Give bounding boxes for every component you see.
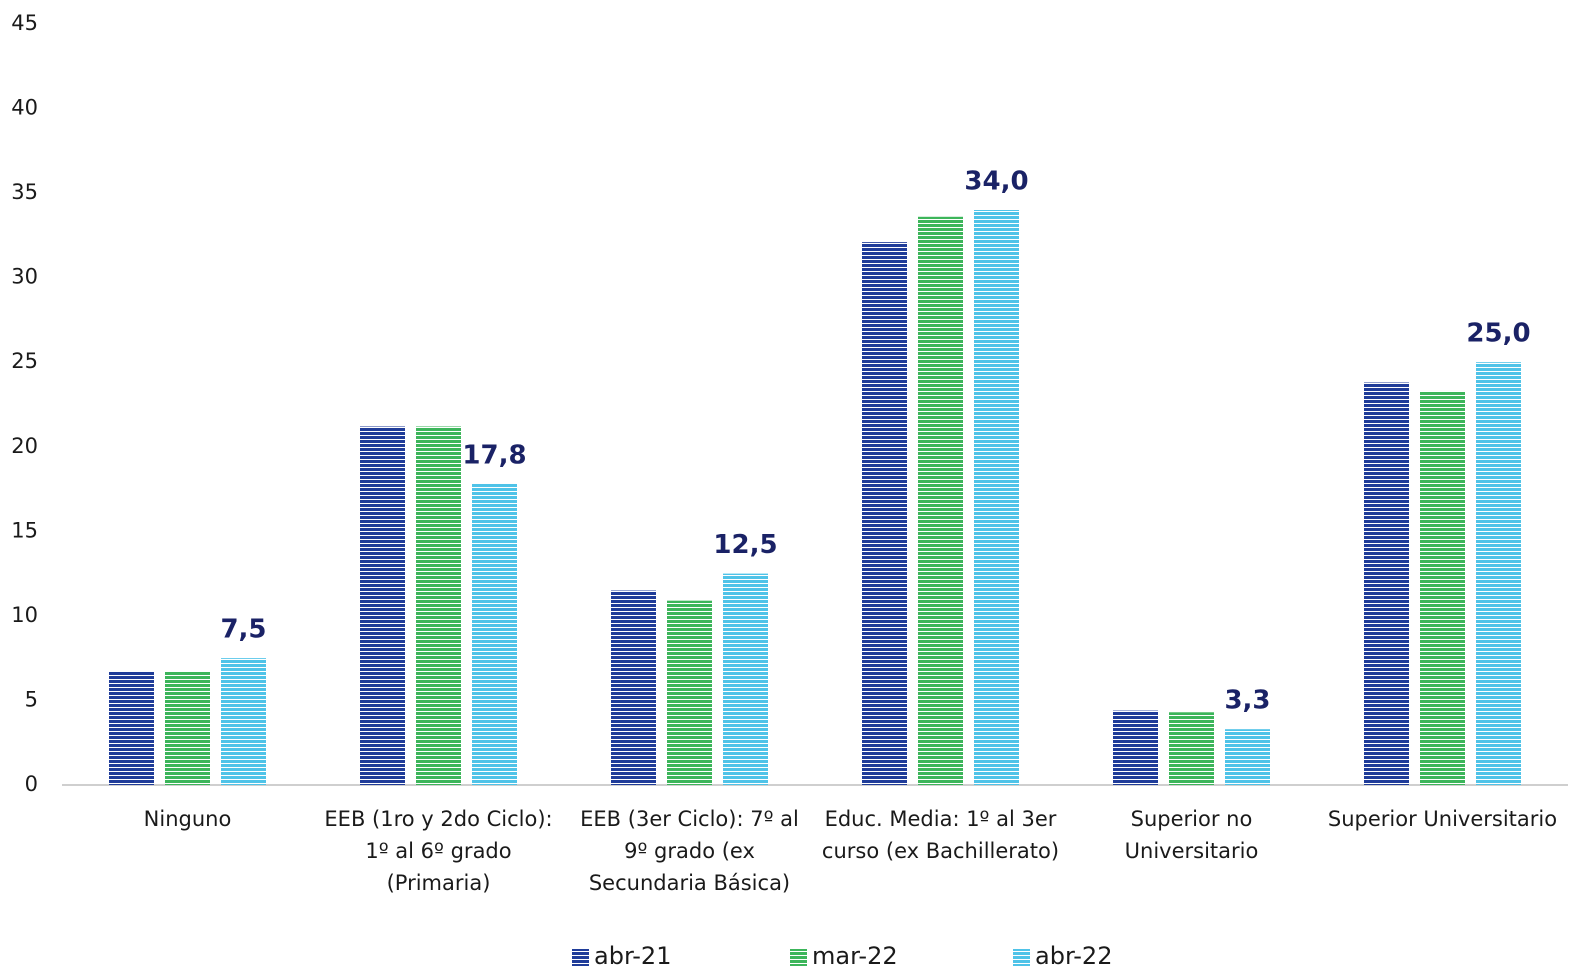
x-tick-label: Superior no Universitario [1124, 807, 1259, 863]
value-label: 34,0 [964, 167, 1028, 197]
bar [1364, 382, 1409, 785]
x-tick-label: EEB (3er Ciclo): 7º al 9º grado (ex Secu… [580, 807, 799, 895]
bar [723, 573, 768, 785]
value-label: 25,0 [1466, 319, 1530, 349]
y-tick-label: 30 [11, 265, 38, 289]
x-tick-label: Educ. Media: 1º al 3er curso (ex Bachill… [821, 807, 1060, 863]
legend-swatch [572, 949, 589, 966]
bar [360, 426, 405, 785]
bar [862, 242, 907, 786]
x-tick-label: Ninguno [143, 807, 232, 831]
legend-label: mar-22 [812, 942, 898, 970]
x-tick-label: EEB (1ro y 2do Ciclo): 1º al 6º grado (P… [324, 807, 553, 895]
bar [918, 216, 963, 785]
y-tick-label: 0 [25, 772, 38, 796]
y-tick-label: 40 [11, 96, 38, 120]
legend-swatch [790, 949, 807, 966]
value-label: 7,5 [220, 615, 266, 645]
bar [416, 426, 461, 785]
y-tick-label: 10 [11, 603, 38, 627]
y-tick-label: 20 [11, 434, 38, 458]
bar [472, 483, 517, 785]
legend-label: abr-22 [1035, 942, 1112, 970]
bar [1476, 362, 1521, 785]
bar [974, 210, 1019, 785]
y-tick-label: 15 [11, 518, 38, 542]
bar [1225, 729, 1270, 785]
value-label: 12,5 [713, 530, 777, 560]
bar [1169, 712, 1214, 785]
y-tick-label: 5 [25, 687, 38, 711]
value-label: 3,3 [1224, 686, 1270, 716]
bar [1113, 710, 1158, 785]
bar [221, 658, 266, 785]
bar [165, 671, 210, 785]
legend-label: abr-21 [594, 942, 671, 970]
bar [667, 600, 712, 785]
value-label: 17,8 [462, 440, 526, 470]
bar [611, 590, 656, 785]
bar [109, 671, 154, 785]
legend-swatch [1013, 949, 1030, 966]
y-tick-label: 45 [11, 11, 38, 35]
y-tick-label: 25 [11, 349, 38, 373]
x-tick-label: Superior Universitario [1327, 807, 1558, 831]
bar [1420, 390, 1465, 785]
y-tick-label: 35 [11, 180, 38, 204]
